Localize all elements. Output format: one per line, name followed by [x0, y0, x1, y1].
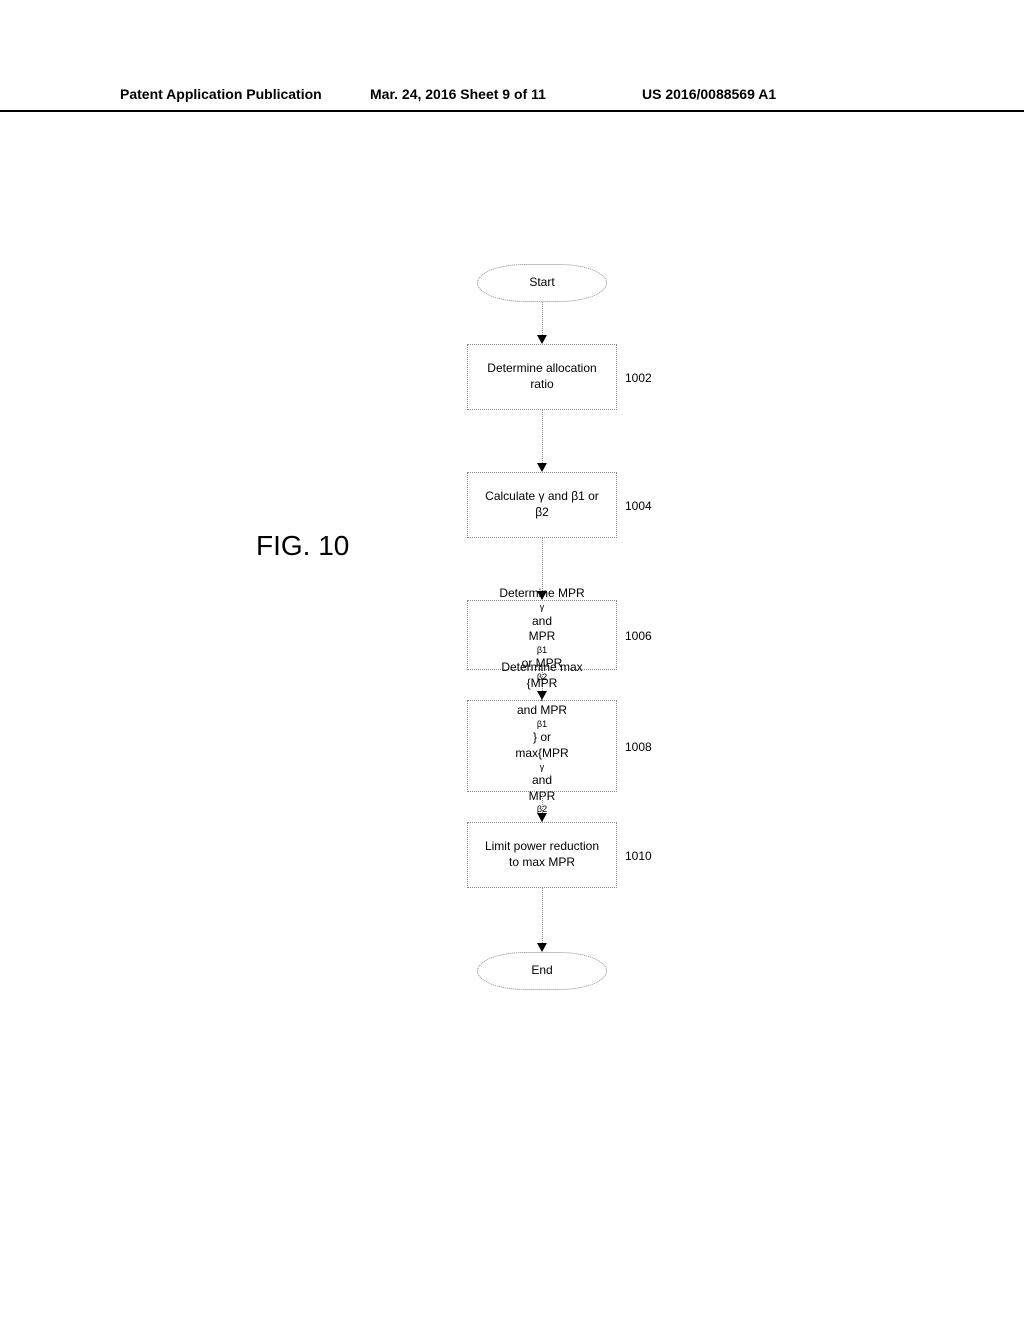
ref-1008: 1008 [625, 740, 652, 754]
flow-node-n2: Calculate γ and β1 orβ2 [467, 472, 617, 538]
arrow-line-0 [542, 302, 543, 335]
arrow-head-5 [537, 943, 547, 952]
arrow-line-5 [542, 888, 543, 943]
page-header: Patent Application Publication Mar. 24, … [0, 86, 1024, 112]
flow-node-n5: Limit power reductionto max MPR [467, 822, 617, 888]
arrow-line-2 [542, 538, 543, 591]
ref-1010: 1010 [625, 849, 652, 863]
ref-1002: 1002 [625, 371, 652, 385]
ref-1006: 1006 [625, 629, 652, 643]
arrow-head-4 [537, 813, 547, 822]
arrow-head-1 [537, 463, 547, 472]
flow-node-n4: Determine max{MPRγ and MPRβ1} ormax{MPRγ… [467, 700, 617, 792]
ref-1004: 1004 [625, 499, 652, 513]
flow-node-n1: Determine allocationratio [467, 344, 617, 410]
header-left: Patent Application Publication [120, 86, 322, 102]
header-mid: Mar. 24, 2016 Sheet 9 of 11 [370, 86, 546, 102]
arrow-line-1 [542, 410, 543, 463]
figure-label: FIG. 10 [256, 530, 349, 562]
flow-node-start: Start [477, 264, 607, 302]
flow-node-end: End [477, 952, 607, 990]
header-right: US 2016/0088569 A1 [642, 86, 776, 102]
arrow-head-0 [537, 335, 547, 344]
arrow-line-4 [542, 792, 543, 813]
